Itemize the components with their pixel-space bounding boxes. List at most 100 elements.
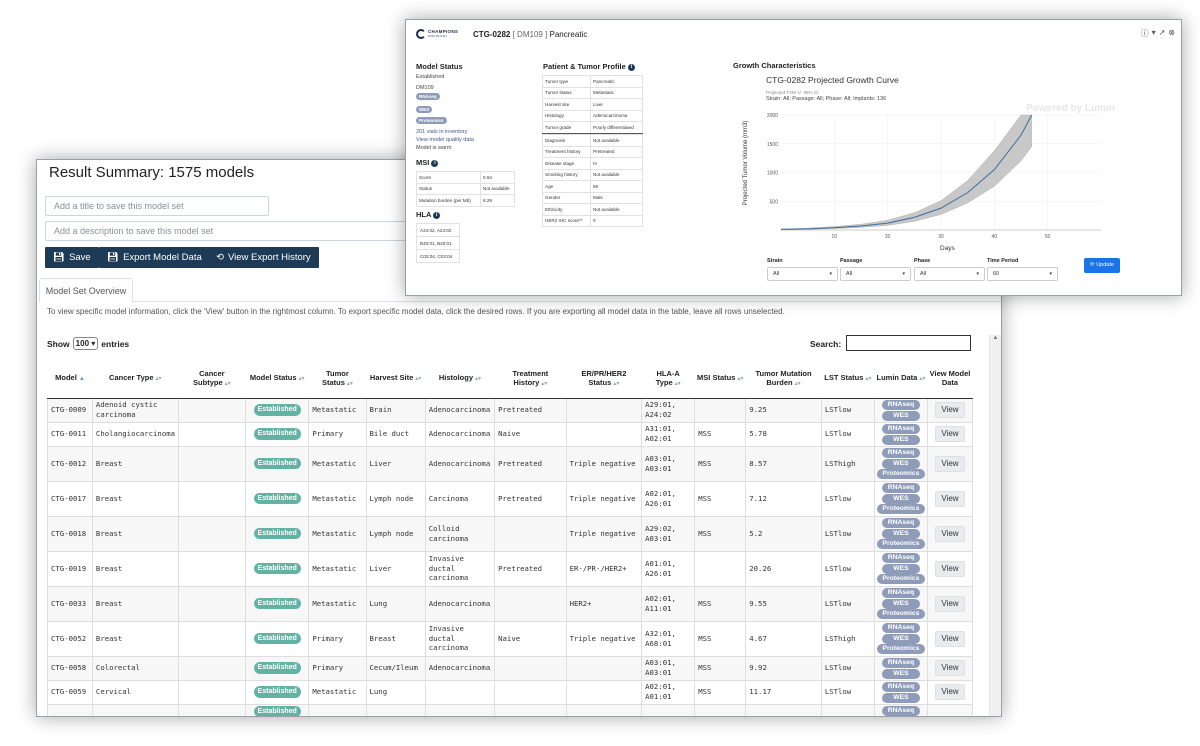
column-header[interactable]: MSI Status ▴▾ <box>694 358 746 399</box>
column-header[interactable]: Cancer Subtype ▴▾ <box>178 358 246 399</box>
column-header[interactable]: Tumor Status ▴▾ <box>308 358 367 399</box>
search-input[interactable] <box>846 335 971 351</box>
sort-icon[interactable]: ▲ <box>78 376 85 383</box>
sort-icon[interactable]: ▴▾ <box>674 380 681 387</box>
table-row[interactable]: CTG-0033 Breast Established Metastatic Lung A… <box>47 585 974 622</box>
table-cell <box>494 703 567 716</box>
x-tick-label: 10 <box>832 234 838 240</box>
sort-icon[interactable]: ▴▾ <box>224 380 231 387</box>
quality-data-link[interactable]: View model quality data <box>416 137 474 143</box>
table-row[interactable]: CTG-0059 Cervical Established Metastatic Lun… <box>47 679 974 705</box>
column-header[interactable]: Harvest Site ▴▾ <box>366 358 426 399</box>
msi-value: 0.94 <box>480 171 515 184</box>
table-cell <box>424 679 496 705</box>
sort-icon[interactable]: ▴▾ <box>919 376 926 383</box>
table-row[interactable]: Established RNAseq <box>47 703 974 716</box>
view-button[interactable]: View <box>934 660 965 676</box>
profile-value: Pretreated <box>590 145 643 158</box>
table-cell: Adenoid cystic carcinoma <box>91 397 179 423</box>
column-header[interactable]: ER/PR/HER2 Status ▴▾ <box>566 358 642 399</box>
sort-icon[interactable]: ▴▾ <box>865 376 872 383</box>
scroll-up-icon[interactable]: ▲ <box>992 335 999 341</box>
close-icon[interactable]: ⊗ <box>1168 28 1175 37</box>
lumin-badge: RNAseq <box>881 658 920 668</box>
export-model-data-button[interactable]: 💾︎ Export Model Data <box>99 247 210 268</box>
info-icon[interactable]: ⓘ <box>1140 29 1149 38</box>
sort-icon[interactable]: ▴▾ <box>541 380 548 387</box>
column-header[interactable]: Histology ▴▾ <box>425 358 495 399</box>
column-header[interactable]: LST Status ▴▾ <box>821 358 875 399</box>
column-header[interactable]: Tumor Mutation Burden ▴▾ <box>745 358 822 399</box>
view-button[interactable]: View <box>934 455 965 472</box>
view-button[interactable]: View <box>934 525 965 542</box>
profile-divider <box>542 133 643 134</box>
update-button[interactable]: ⟳ Update <box>1084 258 1120 273</box>
table-scrollbar[interactable]: ▲ <box>989 335 1001 716</box>
table-row[interactable]: CTG-0017 Breast Established Metastatic Lymph… <box>47 480 974 517</box>
column-header[interactable]: Lumin Data ▴▾ <box>874 358 928 399</box>
view-button[interactable]: View <box>934 490 965 507</box>
control-select-time-period[interactable]: 60 ▾ <box>987 267 1058 281</box>
table-row[interactable]: CTG-0009 Adenoid cystic carcinoma Establis… <box>47 397 974 423</box>
chevron-down-icon[interactable]: ▾ <box>1151 28 1156 37</box>
table-cell: CTG-0052 <box>47 620 93 657</box>
entries-per-page-select[interactable]: 100 ▾ <box>72 337 99 350</box>
table-row[interactable]: CTG-0052 Breast Established Primary Breast In… <box>47 620 974 657</box>
msi-info-icon[interactable]: i <box>431 160 439 167</box>
table-cell: Naive <box>494 421 567 447</box>
hla-info-icon[interactable]: i <box>433 212 441 219</box>
table-cell: Metastatic <box>308 515 367 552</box>
control-select-passage[interactable]: All ▾ <box>840 267 911 281</box>
table-row[interactable]: CTG-0018 Breast Established Metastatic Lymph… <box>47 515 974 552</box>
vials-link[interactable]: 201 vials in inventory <box>416 129 468 135</box>
table-cell: RNAseq WES <box>873 397 928 423</box>
pill-wes: WES <box>416 106 433 113</box>
column-header[interactable]: Model ▲ <box>47 358 93 399</box>
column-header[interactable]: View Model Data <box>927 358 973 399</box>
sort-icon[interactable]: ▴▾ <box>475 376 482 383</box>
table-row[interactable]: CTG-0012 Breast Established Metastatic Liver… <box>47 445 974 482</box>
sort-icon[interactable]: ▴▾ <box>794 380 801 387</box>
table-row[interactable]: CTG-0019 Breast Established Metastatic Liver… <box>47 550 974 587</box>
column-header[interactable]: Treatment History ▴▾ <box>494 358 567 399</box>
table-cell: 20.26 <box>745 550 822 587</box>
tab-model-set-overview[interactable]: Model Set Overview <box>39 278 133 302</box>
table-cell: Adenocarcinoma <box>424 655 496 681</box>
column-header[interactable]: HLA-A Type ▴▾ <box>641 358 695 399</box>
sort-icon[interactable]: ▴▾ <box>298 376 305 383</box>
control-select-strain[interactable]: All ▾ <box>767 267 838 281</box>
view-export-history-button[interactable]: ⟲ View Export History <box>208 247 319 268</box>
table-cell <box>177 585 247 622</box>
model-set-title-input[interactable]: Add a title to save this model set <box>45 196 269 216</box>
table-row[interactable]: CTG-0058 Colorectal Established Primary Cecu… <box>47 655 974 681</box>
table-row[interactable]: CTG-0011 Cholangiocarcinoma Established Pri… <box>47 421 974 447</box>
control-select-value: All <box>773 271 780 277</box>
sort-icon[interactable]: ▴▾ <box>415 376 422 383</box>
lumin-badge: WES <box>881 598 920 609</box>
sort-icon[interactable]: ▴▾ <box>346 380 353 387</box>
open-external-icon[interactable]: ↗ <box>1158 28 1166 37</box>
profile-info-icon[interactable]: i <box>627 64 635 71</box>
msi-title: MSI i <box>416 158 439 167</box>
column-header[interactable]: Cancer Type ▴▾ <box>92 358 179 399</box>
sort-icon[interactable]: ▴▾ <box>155 376 162 383</box>
lumin-badge: WES <box>881 692 920 703</box>
sort-icon[interactable]: ▴▾ <box>737 376 744 383</box>
view-button[interactable]: View <box>934 402 965 418</box>
view-button[interactable]: View <box>934 560 965 577</box>
save-button[interactable]: 💾︎ Save <box>45 247 99 268</box>
table-cell: Adenocarcinoma <box>424 397 496 423</box>
control-select-phase[interactable]: All ▾ <box>914 267 985 281</box>
column-header-label: Tumor Mutation Burden <box>755 368 812 387</box>
table-cell <box>177 515 247 552</box>
sort-icon[interactable]: ▴▾ <box>613 380 620 387</box>
column-header[interactable]: Model Status ▴▾ <box>245 358 309 399</box>
table-cell: Primary <box>308 421 367 447</box>
table-cell: 9.55 <box>745 585 822 622</box>
view-button[interactable]: View <box>934 684 965 700</box>
view-button[interactable]: View <box>934 426 965 442</box>
table-cell <box>494 679 567 705</box>
view-button[interactable]: View <box>934 595 965 612</box>
view-button[interactable]: View <box>934 630 965 647</box>
